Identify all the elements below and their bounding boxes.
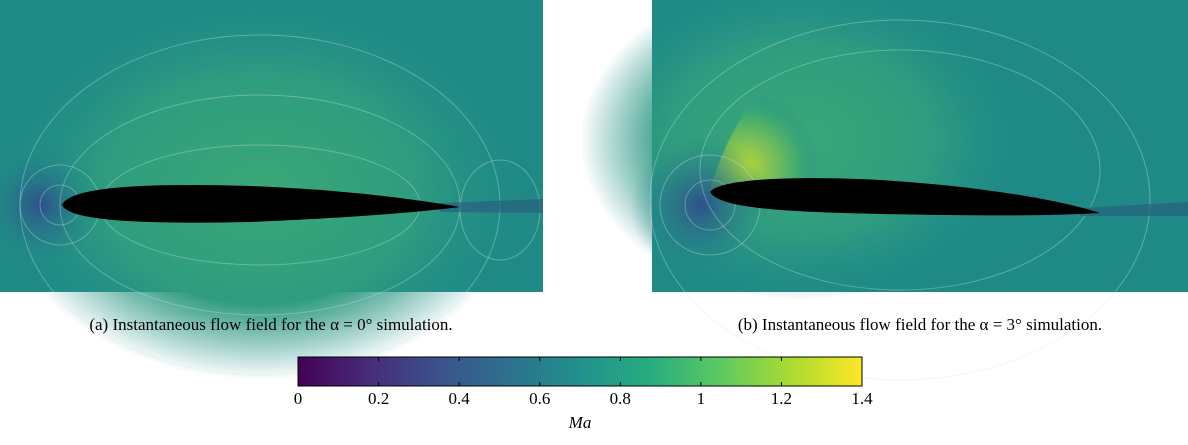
flow-field-a [0,0,543,380]
colorbar [297,356,863,387]
colorbar-label: Ma [568,413,592,432]
tick-label: 1.2 [771,389,792,408]
flow-field-b [580,0,1188,381]
tick-label: 0.6 [529,389,550,408]
tick-label: 0.4 [449,389,471,408]
caption: (b) Instantaneous flow field for the α =… [738,315,1102,334]
tick-label: 0.8 [610,389,631,408]
tick-label: 1.4 [851,389,873,408]
tick-label: 0 [294,389,303,408]
tick-label: 1 [697,389,706,408]
tick-label: 0.2 [368,389,389,408]
caption: (a) Instantaneous flow field for the α =… [89,315,452,334]
